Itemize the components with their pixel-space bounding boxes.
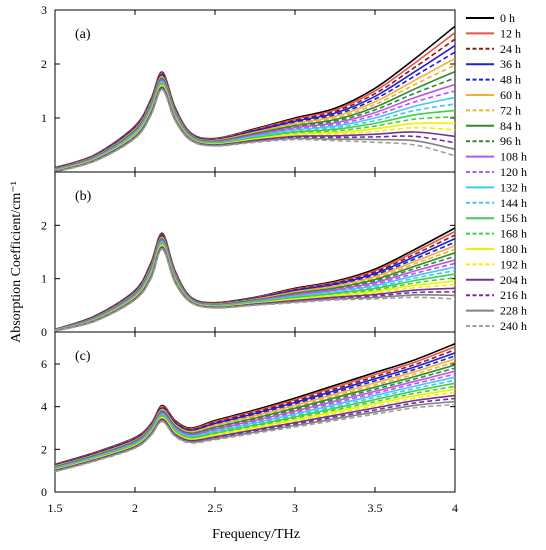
series-line-156h [55, 82, 455, 172]
x-tick-label: 2.5 [208, 501, 223, 515]
x-axis-title: Frequency/THz [212, 527, 300, 542]
panel-c: (c) 0 2 4 6 [41, 331, 456, 499]
legend: 0 h12 h 24 h36 h 48 h60 h72 h 84 h96 h 108 h… [466, 11, 527, 333]
series-line-36h [55, 234, 455, 331]
panel-b: (b) 0 1 2 [41, 171, 456, 339]
legend-item: 0 h [466, 11, 515, 25]
legend-label: 12 h [500, 26, 521, 40]
legend-item: 204 h [466, 273, 527, 287]
series-line-132h [55, 376, 455, 470]
legend-item: 72 h [466, 103, 521, 117]
legend-label: 48 h [500, 73, 521, 87]
legend-item: 84 h [466, 119, 521, 133]
legend-item: 192 h [466, 257, 527, 271]
x-tick-label: 3 [292, 501, 298, 515]
series-line-60h [55, 358, 455, 467]
legend-label: 144 h [500, 196, 527, 210]
legend-label: 180 h [500, 242, 527, 256]
series-line-108h [55, 79, 455, 171]
x-tick-label: 3.5 [368, 501, 383, 515]
legend-item: 156 h [466, 211, 527, 225]
y-tick-label: 1 [41, 111, 47, 125]
y-tick-label: 2 [41, 57, 47, 71]
legend-item: 36 h [466, 57, 521, 71]
series-line-24h [55, 234, 455, 331]
y-tick-label: 0 [41, 485, 47, 499]
panel-label: (c) [75, 349, 91, 364]
legend-label: 84 h [500, 119, 521, 133]
series-line-168h [55, 243, 455, 332]
y-tick-label: 3 [41, 3, 47, 17]
x-axis-ticks: 1.5 2 2.5 3 3.5 4 [48, 501, 459, 515]
legend-label: 240 h [500, 319, 527, 333]
legend-label: 0 h [500, 11, 515, 25]
series-line-84h [55, 70, 455, 170]
series-line-108h [55, 370, 455, 469]
legend-label: 72 h [500, 103, 521, 117]
legend-item: 48 h [466, 73, 521, 87]
series-line-228h [55, 400, 455, 473]
legend-label: 60 h [500, 88, 521, 102]
x-tick-label: 4 [452, 501, 458, 515]
series-line-240h [55, 403, 455, 473]
legend-item: 168 h [466, 227, 527, 241]
y-tick-label: 1 [41, 272, 47, 286]
series-line-120h [55, 373, 455, 469]
y-tick-label: 6 [41, 357, 47, 371]
series-line-240h [55, 248, 455, 332]
y-axis-title: Absorption Coefficient/cm⁻¹ [9, 181, 24, 343]
y-tick-label: 2 [41, 218, 47, 232]
legend-item: 228 h [466, 304, 527, 318]
legend-label: 108 h [500, 150, 527, 164]
legend-label: 168 h [500, 227, 527, 241]
x-tick-label: 2 [132, 501, 138, 515]
series-line-36h [55, 352, 455, 467]
legend-label: 204 h [500, 273, 527, 287]
legend-label: 228 h [500, 304, 527, 318]
legend-item: 120 h [466, 165, 527, 179]
legend-label: 192 h [500, 257, 527, 271]
y-tick-label: 0 [41, 325, 47, 339]
series-line-24h [55, 349, 455, 466]
legend-item: 132 h [466, 180, 527, 194]
series-line-156h [55, 382, 455, 470]
panel-a: (a) 1 2 3 [41, 3, 456, 173]
series-lines [55, 342, 455, 473]
y-tick-label: 2 [41, 442, 47, 456]
legend-item: 144 h [466, 196, 527, 210]
legend-item: 24 h [466, 42, 521, 56]
legend-item: 12 h [466, 26, 521, 40]
legend-item: 180 h [466, 242, 527, 256]
legend-item: 60 h [466, 88, 521, 102]
panel-label: (a) [75, 27, 91, 42]
series-line-180h [55, 244, 455, 332]
series-line-240h [55, 89, 455, 172]
legend-label: 96 h [500, 134, 521, 148]
legend-label: 216 h [500, 288, 527, 302]
legend-item: 216 h [466, 288, 527, 302]
series-line-0h [55, 227, 455, 331]
y-tick-label: 4 [41, 400, 47, 414]
legend-item: 108 h [466, 150, 527, 164]
series-lines [55, 25, 455, 172]
legend-item: 240 h [466, 319, 527, 333]
series-line-120h [55, 240, 455, 331]
series-line-48h [55, 51, 455, 170]
x-tick-label: 1.5 [48, 501, 63, 515]
legend-label: 24 h [500, 42, 521, 56]
series-lines [55, 227, 455, 332]
chart-panels: (a) 1 2 3 (b) 0 1 2 (c) 0 2 4 6 [41, 3, 456, 499]
legend-label: 156 h [500, 211, 527, 225]
legend-label: 132 h [500, 180, 527, 194]
series-line-204h [55, 394, 455, 472]
panel-frame [54, 331, 456, 493]
panel-label: (b) [75, 189, 92, 204]
legend-item: 96 h [466, 134, 521, 148]
legend-label: 36 h [500, 57, 521, 71]
legend-label: 120 h [500, 165, 527, 179]
series-line-180h [55, 388, 455, 471]
series-line-84h [55, 364, 455, 468]
